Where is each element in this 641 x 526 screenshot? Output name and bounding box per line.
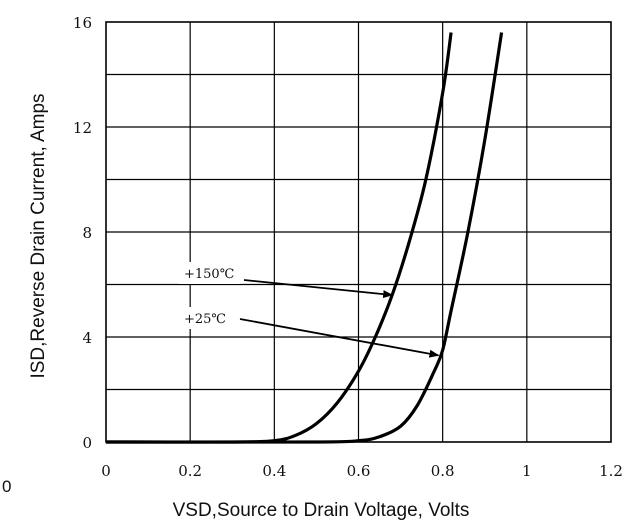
grid-lines [106,22,611,442]
series-line-hot [105,32,453,444]
x-tick-label: 1.2 [599,462,623,480]
annotation-label: +150℃ [184,267,234,282]
y-tick-label: 4 [82,329,92,347]
y-tick-label: 0 [82,434,92,452]
x-tick-label: 1 [522,462,532,480]
x-tick-label: 0 [101,462,111,480]
x-tick-label: 0.8 [431,462,455,480]
y-tick-label: 8 [82,224,92,242]
y-axis-title: ISD,Reverse Drain Current, Amps [28,93,49,378]
tick-labels: 0 0.2 0.4 0.6 0.8 1 1.2 0 4 8 12 16 [73,14,623,480]
series-lines [105,32,504,444]
x-tick-label: 0.4 [262,462,286,480]
annotations: +150℃ +25℃ [178,262,440,358]
annotation-bg [178,307,240,329]
annotation-arrow [243,279,394,299]
annotation-bg [178,262,240,284]
y-tick-label: 12 [73,119,92,137]
stray-zero-label: 0 [2,477,11,496]
x-tick-label: 0.6 [347,462,371,480]
y-tick-label: 16 [73,14,92,32]
annotation-label: +25℃ [184,312,226,327]
x-tick-label: 0.2 [178,462,202,480]
annotation-arrow [239,318,440,358]
series-line-room [105,32,504,444]
x-axis-title: VSD,Source to Drain Voltage, Volts [173,500,470,521]
